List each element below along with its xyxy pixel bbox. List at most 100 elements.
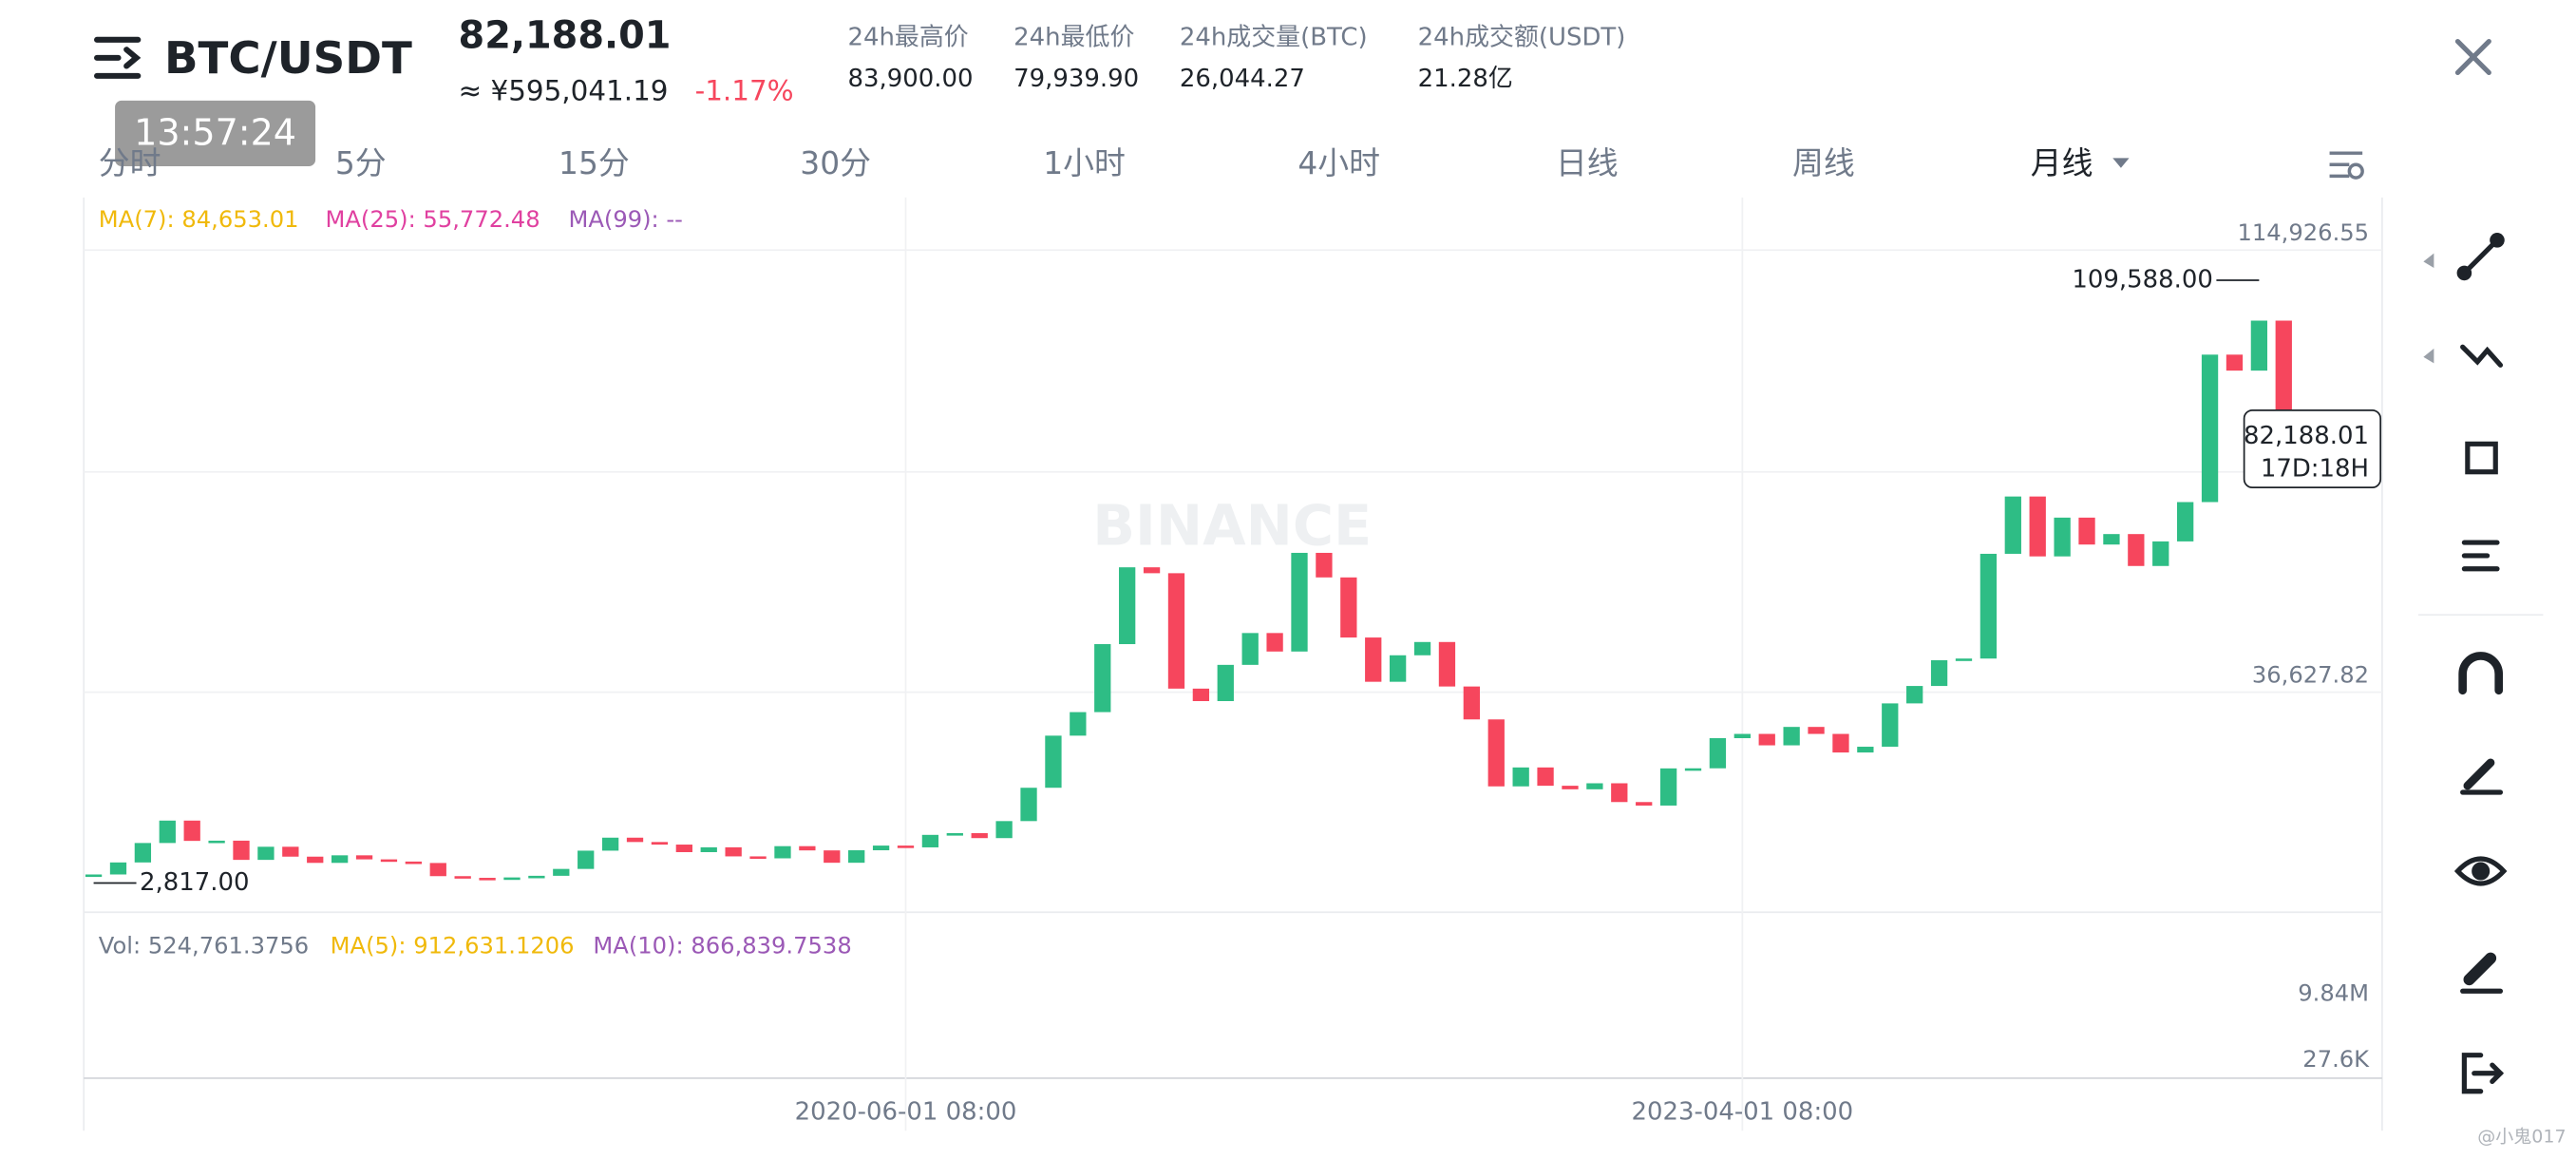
- candle: [2128, 534, 2145, 566]
- candle: [1119, 567, 1136, 645]
- candle: [2029, 496, 2046, 557]
- pair[interactable]: BTC/USDT: [164, 33, 412, 85]
- candle: [1979, 553, 1998, 659]
- candle: [774, 846, 791, 859]
- candle: [1758, 733, 1775, 746]
- candle: [1241, 633, 1259, 665]
- candle: [1808, 727, 1825, 734]
- candle: [675, 845, 692, 852]
- interval-tab[interactable]: 月线: [2031, 144, 2093, 181]
- candle: [749, 856, 767, 860]
- candle: [1586, 783, 1603, 789]
- candle: [1020, 788, 1037, 822]
- volume-legend: Vol: 524,761.3756: [99, 933, 309, 960]
- tool-exit[interactable]: [2461, 1053, 2505, 1094]
- candle: [134, 843, 152, 863]
- candle: [1266, 633, 1283, 652]
- stat-value: 26,044.27: [1180, 65, 1305, 93]
- close-icon[interactable]: [2454, 38, 2491, 76]
- candle: [725, 846, 742, 857]
- volume-legend: MA(5): 912,631.1206: [331, 933, 575, 960]
- candle: [2201, 354, 2219, 503]
- candle: [2250, 320, 2268, 371]
- tool-magnet[interactable]: [2458, 652, 2504, 695]
- candle: [1512, 767, 1529, 787]
- candle: [700, 846, 717, 852]
- candle: [429, 863, 446, 877]
- candle: [183, 820, 200, 842]
- y-tick-label: 114,926.55: [2237, 219, 2369, 246]
- candle: [848, 850, 865, 864]
- stat-value: 83,900.00: [847, 65, 973, 93]
- candle: [85, 874, 103, 878]
- candle: [479, 878, 496, 881]
- candle: [1709, 738, 1727, 769]
- candle: [503, 877, 521, 881]
- candle: [1316, 552, 1333, 578]
- candle: [1733, 733, 1751, 739]
- interval-tab[interactable]: 1小时: [1043, 144, 1126, 181]
- interval-tab[interactable]: 30分: [800, 144, 871, 181]
- candle: [1291, 552, 1308, 652]
- candle: [1832, 733, 1849, 753]
- candle: [1882, 703, 1899, 748]
- tool-fib[interactable]: [2423, 344, 2504, 368]
- chart-settings-icon[interactable]: [2329, 151, 2364, 180]
- tool-eye[interactable]: [2453, 856, 2508, 886]
- stat-value: 79,939.90: [1013, 65, 1139, 93]
- candle: [626, 837, 644, 843]
- candle: [601, 837, 619, 851]
- volume-legend: MA(10): 866,839.7538: [593, 933, 851, 960]
- menu-icon[interactable]: [94, 36, 142, 79]
- candle: [1143, 567, 1161, 574]
- tool-line[interactable]: [2423, 233, 2505, 281]
- candle: [1365, 637, 1382, 682]
- stat-label: 24h成交额(USDT): [1418, 24, 1626, 52]
- candle: [1857, 747, 1874, 753]
- candle: [1930, 659, 1948, 687]
- candle: [1070, 712, 1087, 736]
- interval-tab[interactable]: 4小时: [1297, 144, 1380, 181]
- interval-tab[interactable]: 5分: [335, 144, 387, 181]
- ma-legend: MA(7): 84,653.01: [99, 206, 299, 233]
- y-tick-label: 36,627.82: [2252, 661, 2369, 688]
- candle: [1217, 664, 1234, 701]
- interval-tab[interactable]: 周线: [1792, 144, 1855, 181]
- candle: [1192, 688, 1210, 701]
- countdown: 17D:18H: [2261, 455, 2369, 484]
- candle: [2078, 517, 2095, 545]
- tool-pencil[interactable]: [2460, 758, 2504, 795]
- interval-tab[interactable]: 日线: [1556, 144, 1619, 181]
- candle: [897, 846, 915, 848]
- interval-tab[interactable]: 15分: [559, 144, 630, 181]
- candle: [824, 850, 841, 864]
- candle: [331, 855, 349, 864]
- low-label: 2,817.00: [140, 868, 250, 897]
- candle: [872, 846, 890, 851]
- tool-text[interactable]: [2461, 540, 2500, 572]
- stat-label: 24h成交量(BTC): [1180, 24, 1368, 52]
- candle: [1340, 577, 1357, 638]
- candle: [233, 840, 250, 861]
- volume-tick-label: 9.84M: [2298, 980, 2369, 1007]
- candle: [282, 846, 299, 857]
- candle: [1438, 641, 1456, 687]
- interval-tab[interactable]: 分时: [99, 144, 161, 181]
- price: 82,188.01: [459, 14, 672, 58]
- candle: [1783, 727, 1800, 746]
- candle: [2103, 534, 2120, 545]
- tool-eraser[interactable]: [2460, 952, 2504, 994]
- candle: [1537, 767, 1554, 787]
- candle: [578, 850, 595, 869]
- time: 13:57:24: [134, 112, 296, 154]
- tool-rect[interactable]: [2465, 441, 2498, 475]
- candle: [2275, 320, 2292, 423]
- ma-legend: MA(99): --: [568, 206, 682, 233]
- candle: [946, 833, 963, 836]
- candle: [2152, 541, 2169, 566]
- candle: [1636, 802, 1653, 806]
- candle: [1906, 686, 1923, 704]
